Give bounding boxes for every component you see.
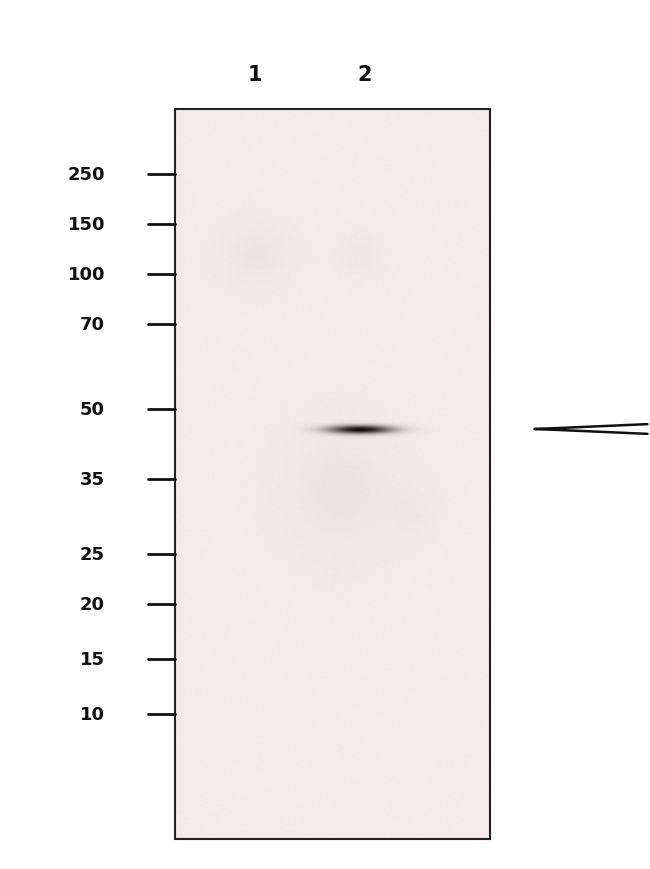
Text: 150: 150 xyxy=(68,216,105,234)
Text: 15: 15 xyxy=(80,650,105,668)
Text: 25: 25 xyxy=(80,546,105,563)
Text: 2: 2 xyxy=(358,65,372,85)
Bar xyxy=(175,109,490,839)
Text: 10: 10 xyxy=(80,705,105,723)
Text: 35: 35 xyxy=(80,470,105,488)
Text: 50: 50 xyxy=(80,401,105,419)
Text: 250: 250 xyxy=(68,166,105,183)
Text: 20: 20 xyxy=(80,595,105,614)
Text: 100: 100 xyxy=(68,266,105,283)
Text: 1: 1 xyxy=(248,65,262,85)
Text: 70: 70 xyxy=(80,315,105,334)
